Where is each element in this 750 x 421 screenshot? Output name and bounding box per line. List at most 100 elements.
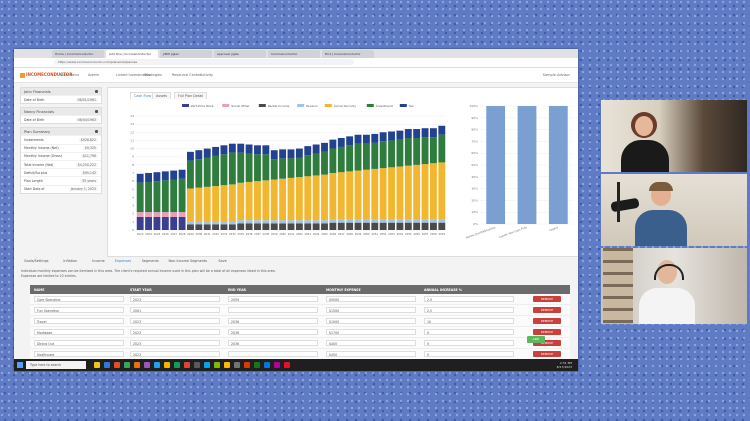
bar-segment[interactable] [170, 170, 178, 180]
bar-segment[interactable] [421, 137, 429, 165]
bar-segment[interactable] [371, 219, 379, 223]
browser-tab[interactable]: Find | IncomeConductor [322, 50, 374, 58]
bar-segment[interactable] [203, 224, 211, 230]
settings-tab[interactable]: Non-Income Segments [168, 259, 208, 263]
taskbar-search[interactable]: Type here to search [26, 361, 86, 369]
bar-segment[interactable] [346, 219, 354, 223]
bar-segment[interactable] [379, 222, 387, 230]
bar-segment[interactable] [212, 186, 220, 222]
monthly-expense-input[interactable]: $1700 [326, 328, 416, 335]
bar-segment[interactable] [388, 222, 395, 230]
bar-segment[interactable] [237, 143, 245, 153]
expense-name-input[interactable]: Travel [34, 317, 124, 324]
bar-segment[interactable] [295, 220, 303, 224]
remove-button[interactable]: REMOVE [533, 340, 561, 346]
bar-segment[interactable] [136, 182, 144, 213]
bar-segment[interactable] [337, 172, 345, 220]
bar-segment[interactable] [161, 180, 169, 213]
lock-icon[interactable] [95, 129, 98, 133]
windows-start-icon[interactable] [17, 362, 23, 368]
bar-segment[interactable] [404, 165, 412, 220]
bar-segment[interactable] [287, 149, 295, 159]
taskbar-app-icon[interactable] [234, 362, 240, 368]
bar-segment[interactable] [396, 219, 404, 223]
bar-segment[interactable] [187, 151, 194, 161]
taskbar-app-icon[interactable] [144, 362, 150, 368]
bar-segment[interactable] [145, 216, 153, 230]
bar-segment[interactable] [136, 216, 144, 230]
bar-segment[interactable] [413, 164, 421, 220]
bar-segment[interactable] [237, 152, 245, 183]
settings-tab[interactable]: Expenses [114, 259, 132, 263]
bar-segment[interactable] [429, 219, 437, 223]
bar-segment[interactable] [304, 220, 312, 224]
bar-segment[interactable] [295, 177, 303, 221]
bar-segment[interactable] [279, 220, 287, 224]
nav-item[interactable]: Activity [200, 73, 214, 77]
remove-button[interactable]: REMOVE [533, 351, 561, 357]
bar-segment[interactable] [145, 173, 153, 182]
bar-segment[interactable] [413, 219, 421, 223]
bar-segment[interactable] [178, 178, 186, 213]
bar-segment[interactable] [362, 134, 370, 144]
bar-segment[interactable] [279, 158, 287, 179]
expense-name-input[interactable]: Mortgage [34, 328, 124, 335]
bar-segment[interactable] [337, 222, 345, 230]
monthly-expense-input[interactable]: $1000 [326, 317, 416, 324]
bar-segment[interactable] [421, 128, 429, 138]
bar-segment[interactable] [262, 154, 270, 181]
bar-segment[interactable] [153, 216, 161, 230]
bar-segment[interactable] [220, 224, 228, 230]
bar-segment[interactable] [371, 168, 379, 220]
bar-segment[interactable] [362, 169, 370, 220]
end-year-input[interactable]: 2036 [228, 339, 318, 346]
taskbar-app-icon[interactable] [224, 362, 230, 368]
bar-segment[interactable] [212, 221, 220, 225]
bar-segment[interactable] [321, 174, 328, 221]
bar-segment[interactable] [312, 220, 320, 224]
bar-segment[interactable] [228, 152, 236, 185]
bar-segment[interactable] [429, 128, 437, 138]
bar-segment[interactable] [145, 181, 153, 213]
bar-segment[interactable] [321, 220, 328, 224]
bar-segment[interactable] [362, 222, 370, 230]
remove-button[interactable]: REMOVE [533, 307, 561, 313]
bar-segment[interactable] [371, 142, 379, 169]
bar-segment[interactable] [379, 132, 387, 142]
bar-segment[interactable] [170, 212, 178, 217]
url-field[interactable]: https://www.incomeconductor.com/plans/1/… [54, 59, 354, 65]
taskbar-app-icon[interactable] [254, 362, 260, 368]
bar-segment[interactable] [329, 219, 337, 223]
expense-name-input[interactable]: Core Spending [34, 295, 124, 302]
bar-segment[interactable] [220, 221, 228, 225]
bar-segment[interactable] [404, 137, 412, 166]
nav-item[interactable]: Admin [88, 73, 100, 77]
score-bar[interactable] [517, 106, 537, 224]
bar-segment[interactable] [388, 167, 395, 220]
bar-segment[interactable] [438, 125, 446, 135]
taskbar-app-icon[interactable] [164, 362, 170, 368]
bar-segment[interactable] [279, 223, 287, 230]
remove-button[interactable]: REMOVE [533, 296, 561, 302]
bar-segment[interactable] [220, 145, 228, 155]
start-year-input[interactable]: 2023 [130, 295, 220, 302]
bar-segment[interactable] [421, 219, 429, 223]
annual-increase-input[interactable]: 0 [424, 339, 514, 346]
bar-segment[interactable] [337, 137, 345, 147]
bar-segment[interactable] [153, 181, 161, 213]
browser-tab[interactable]: JiMiP Jiglez [160, 50, 212, 58]
bar-segment[interactable] [195, 159, 203, 188]
taskbar-app-icon[interactable] [184, 362, 190, 368]
bar-segment[interactable] [203, 221, 211, 225]
bar-segment[interactable] [245, 153, 253, 182]
bar-segment[interactable] [321, 223, 328, 230]
bar-segment[interactable] [262, 220, 270, 224]
bar-segment[interactable] [228, 221, 236, 225]
bar-segment[interactable] [421, 222, 429, 230]
bar-segment[interactable] [388, 131, 395, 141]
bar-segment[interactable] [429, 137, 437, 164]
bar-segment[interactable] [136, 173, 144, 183]
browser-tab[interactable]: IncomeConductor [268, 50, 320, 58]
bar-segment[interactable] [187, 188, 194, 222]
bar-segment[interactable] [287, 177, 295, 221]
